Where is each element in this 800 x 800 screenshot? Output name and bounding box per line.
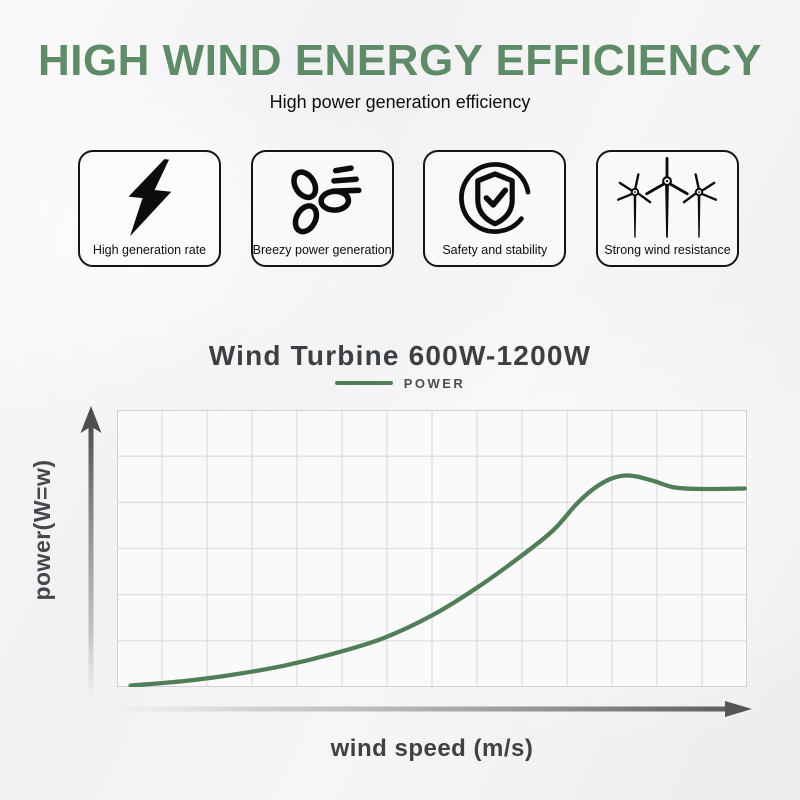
page-subtitle: High power generation efficiency [269,92,531,112]
feature-label: High generation rate [92,243,207,257]
wind-turbines-icon [608,154,726,242]
lightning-icon [121,154,179,242]
page-title: HIGH WIND ENERGY EFFICIENCY [37,36,763,85]
feature-card-safety: Safety and stability [423,150,567,267]
y-axis-label: power(W=w) [29,459,55,601]
x-axis-arrow [106,701,752,717]
legend-line-swatch [334,380,393,386]
chart-legend: POWER [0,374,800,392]
shield-check-icon [452,154,538,242]
x-axis-label: wind speed (m/s) [330,735,534,762]
fan-icon [279,154,365,242]
y-axis-arrow [80,406,102,702]
feature-card-breezy-power: Breezy power generation [250,150,394,267]
feature-cards: High generation rate Breezy power genera… [78,150,739,267]
feature-label: Strong wind resistance [604,243,731,257]
line-chart [117,410,747,687]
feature-label: Breezy power generation [252,243,392,257]
legend-label: POWER [403,375,466,391]
feature-card-wind-resistance: Strong wind resistance [595,150,739,267]
power-curve [128,473,747,687]
feature-card-high-generation: High generation rate [78,150,221,267]
chart-title: Wind Turbine 600W-1200W [208,340,592,371]
feature-label: Safety and stability [442,243,548,257]
grid-lines [117,410,747,687]
